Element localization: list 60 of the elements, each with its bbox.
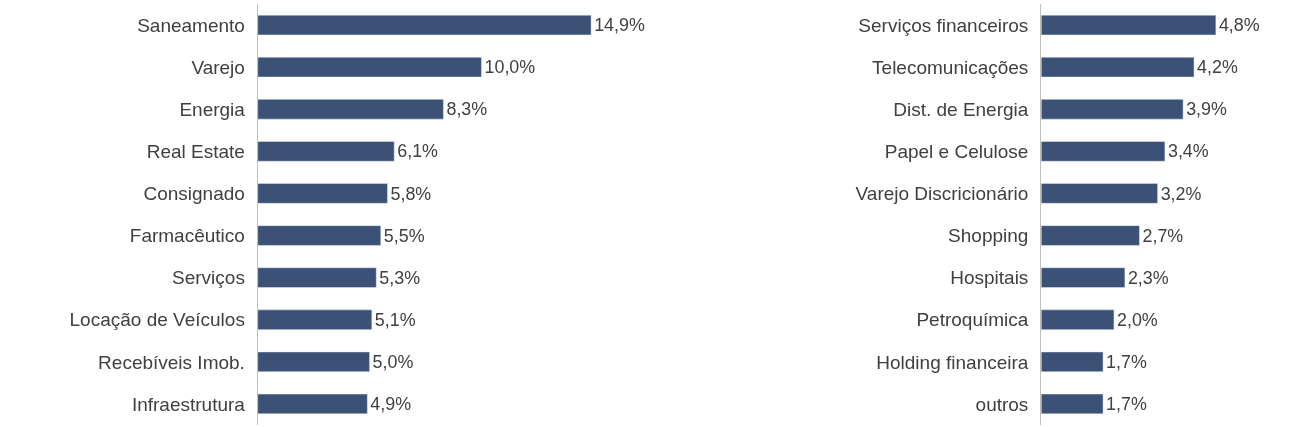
bar (1041, 309, 1115, 330)
bar (1041, 351, 1104, 372)
data-label: 4,8% (1218, 15, 1260, 36)
bar (257, 141, 395, 162)
bar (1041, 267, 1126, 288)
y-tick-label: Real Estate (146, 141, 245, 162)
y-tick-label: Locação de Veículos (69, 309, 245, 331)
data-label: 6,1% (397, 141, 439, 162)
bar (257, 309, 373, 330)
y-tick-label: Petroquímica (916, 309, 1029, 331)
y-tick-label: Saneamento (137, 14, 245, 36)
y-tick-label: Dist. de Energia (893, 98, 1029, 120)
y-tick-label: Varejo (191, 56, 245, 78)
bar (257, 14, 592, 36)
bar (1041, 393, 1104, 415)
data-label: 8,3% (446, 99, 488, 120)
data-label: 5,8% (390, 183, 432, 204)
data-label: 14,9% (594, 15, 645, 36)
data-label: 1,7% (1106, 351, 1147, 372)
data-label: 3,9% (1186, 99, 1227, 120)
bar (1041, 57, 1195, 78)
bar (1041, 141, 1166, 162)
y-tick-label: Hospitais (950, 267, 1029, 289)
y-tick-label: Telecomunicações (872, 56, 1029, 78)
bar (1041, 225, 1140, 246)
data-label: 3,4% (1167, 141, 1209, 162)
y-tick-label: outros (975, 393, 1029, 415)
data-label: 10,0% (484, 57, 536, 78)
y-tick-label: Infraestrutura (131, 393, 246, 415)
data-label: 5,1% (374, 309, 416, 330)
y-tick-label: Serviços financeiros (858, 14, 1029, 36)
y-tick-label: Consignado (143, 183, 245, 205)
data-label: 4,9% (370, 394, 412, 415)
bar (257, 267, 377, 288)
y-tick-label: Serviços (172, 267, 245, 289)
y-tick-label: Papel e Celulose (884, 141, 1029, 162)
bar (257, 99, 444, 120)
data-label: 3,2% (1160, 183, 1202, 204)
data-label: 2,3% (1127, 267, 1169, 288)
y-tick-label: Shopping (948, 225, 1029, 247)
bar (1041, 99, 1184, 120)
y-tick-label: Recebíveis Imob. (98, 351, 245, 373)
bar (1041, 183, 1158, 204)
data-label: 2,0% (1116, 309, 1158, 330)
y-tick-label: Holding financeira (876, 351, 1029, 373)
bar (257, 225, 382, 246)
bar (257, 393, 368, 415)
bar (257, 351, 370, 372)
data-label: 5,3% (379, 267, 421, 288)
bar (257, 183, 388, 204)
y-tick-label: Farmacêutico (129, 225, 245, 247)
data-label: 1,7% (1106, 394, 1147, 415)
bar (1041, 14, 1217, 36)
y-tick-label: Energia (179, 98, 246, 120)
data-label: 5,5% (383, 225, 425, 246)
data-label: 5,0% (372, 351, 414, 372)
data-label: 2,7% (1142, 225, 1184, 246)
bar (257, 57, 482, 78)
data-label: 4,2% (1197, 57, 1238, 78)
y-tick-label: Varejo Discricionário (855, 183, 1029, 205)
